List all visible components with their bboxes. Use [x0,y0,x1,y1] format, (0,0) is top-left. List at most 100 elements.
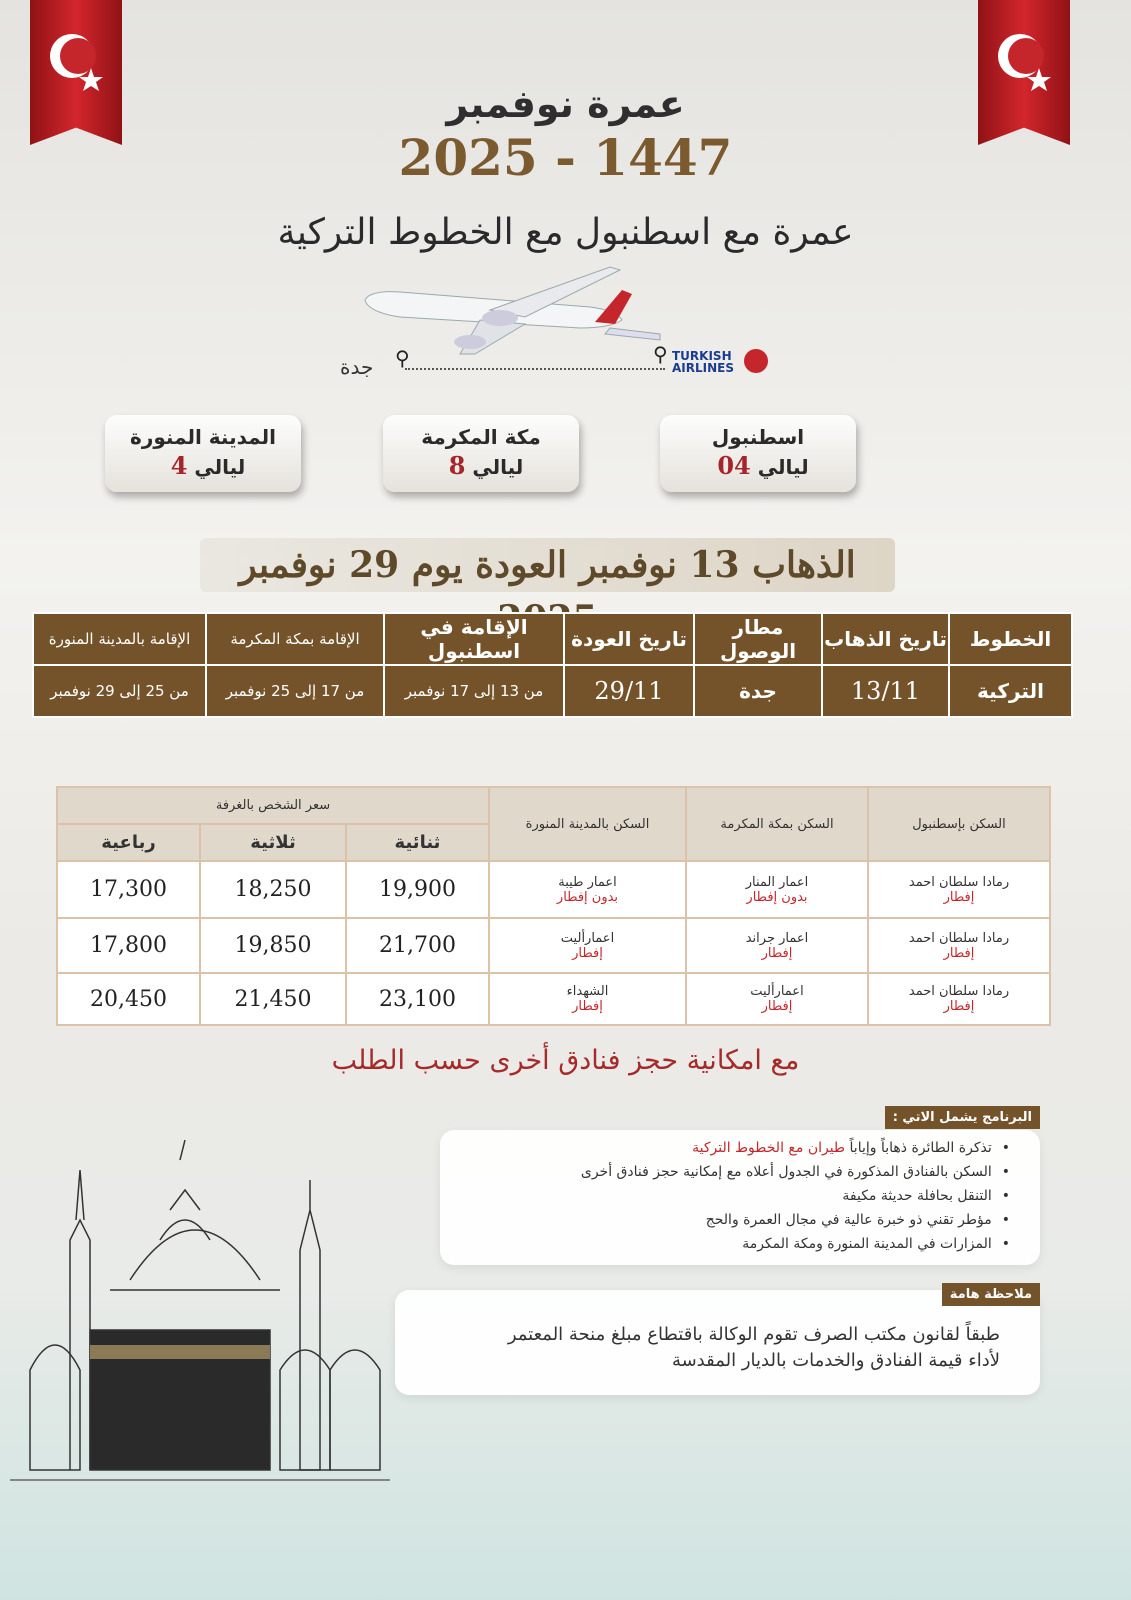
hotel: رمادا سلطان احمد [908,874,1010,890]
stay-unit: ليالي [472,455,524,479]
origin-pin-icon: ⚲ [395,346,410,370]
hotel: اعمار جراند [745,930,809,946]
header-cell: الخطوط [948,612,1073,666]
cell: من 17 إلى 25 نوفمبر [205,664,385,718]
subtitle: عمرة مع اسطنبول مع الخطوط التركية [277,212,854,253]
header-cell: رباعية [56,823,201,862]
item-text: مؤطر تقني ذو خبرة عالية في مجال العمرة و… [705,1212,992,1228]
list-item: تذكرة الطائرة ذهاباً وإياباً طيران مع ال… [440,1136,1010,1160]
list-item: التنقل بحافلة حديثة مكيفة [440,1184,1010,1208]
turkish-airlines-bird-icon [744,349,768,373]
dates-banner: الذهاب 13 نوفمبر العودة يوم 29 نوفمبر 20… [200,538,895,640]
price: 19,850 [199,917,347,974]
table-row: رمادا سلطان احمد إفطار اعمار المنار بدون إ… [56,860,1051,919]
stay-nights: 4 [170,451,188,480]
destination-pin-icon: ⚲ [653,342,668,366]
hotel: رمادا سلطان احمد [908,984,1010,999]
hotel: اعمار المنار [745,874,809,890]
item-text: المزارات في المدينة المنورة ومكة المكرمة [742,1236,992,1252]
hotel: رمادا سلطان احمد [908,930,1010,946]
program-title-tag: البرنامج يشمل الاتي : [884,1106,1040,1129]
turkish-airlines-logo: TURKISH AIRLINES [672,350,734,374]
header-cell: مطار الوصول [693,612,823,666]
header-cell: سعر الشخص بالغرفة [56,786,490,825]
page-title: عمرة نوفمبر [446,82,685,126]
stay-nights: 8 [448,451,466,480]
list-item: المزارات في المدينة المنورة ومكة المكرمة [440,1232,1010,1256]
item-text: السكن بالفنادق المذكورة في الجدول أعلاه … [580,1164,992,1180]
stay-unit: ليالي [194,455,246,479]
price: 17,800 [56,917,201,974]
header-cell: تاريخ العودة [563,612,695,666]
note-box: طبقاً لقانون مكتب الصرف تقوم الوكالة باق… [395,1290,1040,1395]
stay-unit: ليالي [757,455,809,479]
note-line2: لأداء قيمة الفنادق والخدمات بالديار المق… [671,1350,1000,1371]
stay-card-madinah: المدينة المنورة ليالي 4 [105,415,301,492]
price: 21,450 [199,972,347,1026]
note-line1: طبقاً لقانون مكتب الصرف تقوم الوكالة باق… [507,1324,1000,1345]
meal: إفطار [761,999,793,1014]
hotel: اعمارأليت [560,930,615,946]
price: 17,300 [56,860,201,919]
item-highlight: طيران مع الخطوط التركية [692,1140,846,1156]
cell: من 13 إلى 17 نوفمبر [383,664,565,718]
header-cell: ثلاثية [199,823,347,862]
price: 18,250 [199,860,347,919]
meal: بدون إفطار [556,889,619,905]
meal: إفطار [943,999,975,1014]
airplane-image [364,266,661,355]
meal: إفطار [572,945,603,961]
more-hotels-note: مع امكانية حجز فنادق أخرى حسب الطلب [331,1045,800,1076]
table-row: رمادا سلطان احمد إفطار اعمارأليت إفطار الش… [56,972,1051,1026]
cell: من 25 إلى 29 نوفمبر [32,664,207,718]
turkish-flag-right [978,0,1070,145]
stay-card-istanbul: اسطنبول ليالي 04 [660,415,856,492]
logo-line1: TURKISH [672,349,732,363]
origin-city: جدة [340,355,374,379]
stay-city: اسطنبول [711,425,805,449]
header-cell: تاريخ الذهاب [821,612,950,666]
program-list: تذكرة الطائرة ذهاباً وإياباً طيران مع ال… [440,1136,1040,1256]
meal: إفطار [761,945,793,961]
cell: 13/11 [821,664,950,718]
table-row: رمادا سلطان احمد إفطار اعمار جراند إفطار ا… [56,917,1051,974]
cell: التركية [948,664,1073,718]
meal: إفطار [943,945,975,961]
years-title: 2025 - 1447 [398,128,733,187]
price: 20,450 [56,972,201,1026]
header-cell: السكن بالمدينة المنورة [488,786,687,862]
list-item: السكن بالفنادق المذكورة في الجدول أعلاه … [440,1160,1010,1184]
header-cell: الإقامة بمكة المكرمة [205,612,385,666]
hotel: الشهداء [566,984,609,999]
price: 23,100 [345,972,490,1026]
flight-table: الخطوط تاريخ الذهاب مطار الوصول تاريخ ال… [32,612,1073,718]
note-title-tag: ملاحظة هامة [941,1283,1040,1306]
flight-table-header: الخطوط تاريخ الذهاب مطار الوصول تاريخ ال… [32,612,1073,666]
header-cell: الإقامة في اسطنبول [383,612,565,666]
item-text: التنقل بحافلة حديثة مكيفة [842,1188,992,1204]
cell: 29/11 [563,664,695,718]
price-table: السكن بإسطنبول السكن بمكة المكرمة السكن … [56,786,1051,1026]
crescent-star-icon [50,34,103,91]
list-item: مؤطر تقني ذو خبرة عالية في مجال العمرة و… [440,1208,1010,1232]
header-cell: ثنائية [345,823,490,862]
header-cell: السكن بمكة المكرمة [685,786,869,862]
stay-nights: 04 [717,451,751,480]
header-cell: السكن بإسطنبول [867,786,1051,862]
program-box: تذكرة الطائرة ذهاباً وإياباً طيران مع ال… [440,1130,1040,1265]
meal: إفطار [943,889,975,905]
logo-line2: AIRLINES [672,361,734,375]
cell: جدة [693,664,823,718]
stay-city: المدينة المنورة [130,425,276,449]
stay-city: مكة المكرمة [421,425,541,449]
header-cell: الإقامة بالمدينة المنورة [32,612,207,666]
item-text: تذكرة الطائرة ذهاباً وإياباً [845,1140,992,1156]
mosque-kaaba-sketch [10,1139,390,1481]
meal: بدون إفطار [746,889,808,905]
meal: إفطار [572,999,603,1014]
turkish-flag-left [30,0,122,145]
price: 21,700 [345,917,490,974]
price: 19,900 [345,860,490,919]
hotel: اعمارأليت [750,984,804,999]
hotel: اعمار طيبة [558,874,617,890]
